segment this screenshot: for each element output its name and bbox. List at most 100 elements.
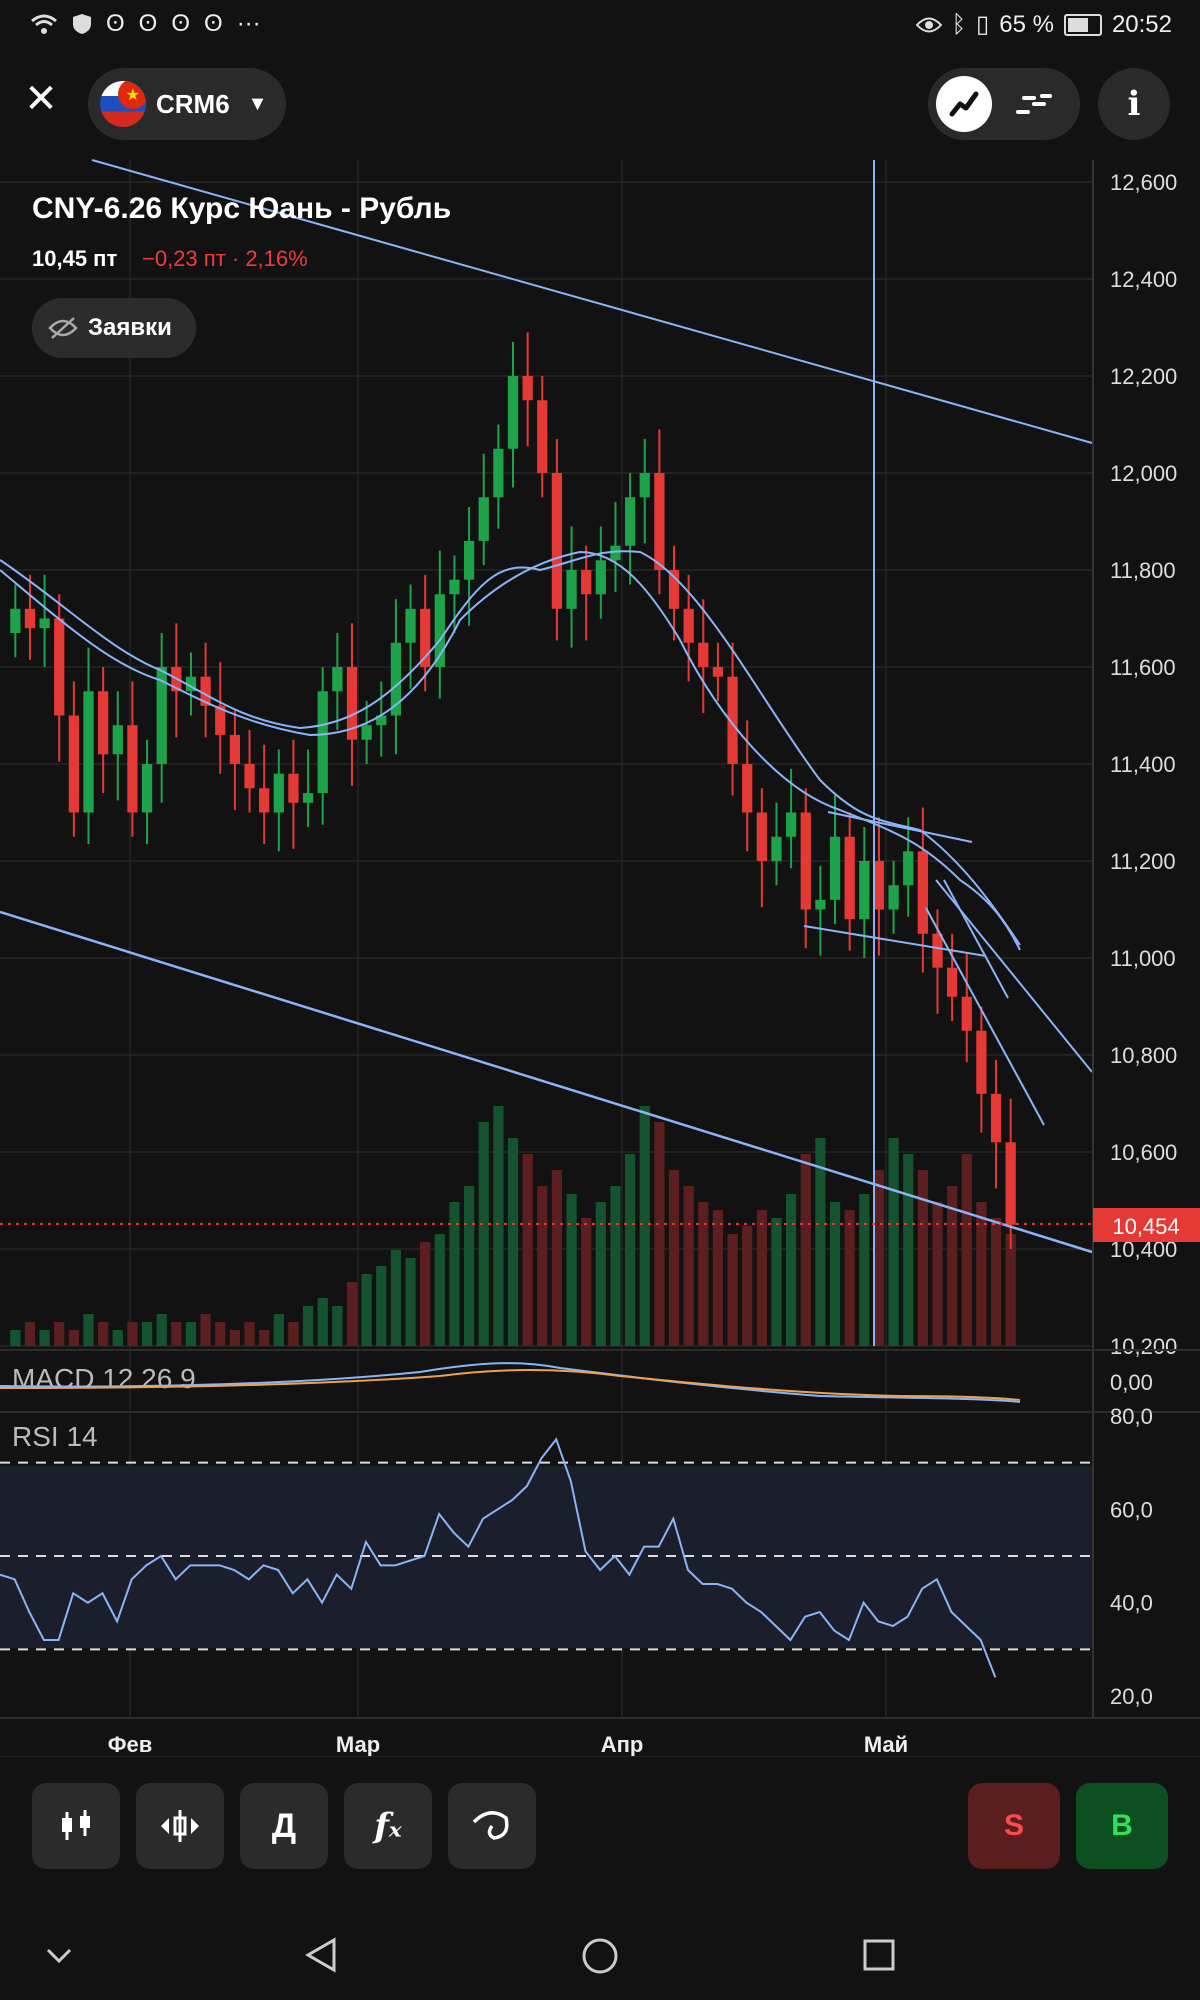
volume-bar (24, 1322, 36, 1346)
candle-body (903, 851, 914, 886)
info-button[interactable]: i (1098, 68, 1170, 140)
close-button[interactable]: ✕ (18, 76, 64, 122)
recents-icon[interactable] (862, 1938, 896, 1972)
volume-bar (859, 1194, 870, 1346)
indicators-button[interactable]: fₓ (344, 1783, 432, 1869)
buy-button[interactable]: B (1076, 1783, 1168, 1869)
home-icon[interactable] (580, 1936, 620, 1976)
x-axis-labels: Фев Мар Апр Май (108, 1732, 908, 1756)
volume-bar (566, 1194, 577, 1346)
candle-body (478, 497, 489, 541)
volume-bar (185, 1322, 197, 1346)
candle-body (215, 705, 226, 735)
flag-icon: ★ (100, 81, 146, 127)
candle-body (463, 540, 475, 580)
volume-bar (932, 1202, 943, 1346)
candle-body (390, 642, 402, 716)
volume-bar (361, 1274, 372, 1346)
rsi-ticks: 80,0 60,0 40,0 20,0 (1110, 1404, 1153, 1709)
channel-top (827, 811, 973, 843)
system-nav-bar (0, 1920, 1200, 2000)
rsi-tick-label: 20,0 (1110, 1684, 1153, 1709)
candle-body (10, 608, 21, 634)
candle-body (317, 691, 328, 794)
candle-body (624, 497, 636, 546)
chart-toolbar: Д fₓ S B (0, 1756, 1200, 1877)
volume-bar (990, 1218, 1002, 1346)
clock: 20:52 (1111, 10, 1172, 38)
volume-bar (68, 1330, 79, 1346)
volume-bar (39, 1330, 50, 1346)
volume-bar (376, 1266, 387, 1346)
draw-tools-button[interactable] (448, 1783, 536, 1869)
candle-body (346, 667, 358, 740)
draw-tool-icon (472, 1811, 509, 1840)
y-tick-label: 12,200 (1110, 364, 1177, 389)
candle-body (376, 715, 387, 726)
candle-body (405, 608, 416, 643)
volume-bar (141, 1322, 153, 1346)
orders-toggle-button[interactable]: Заявки (32, 298, 196, 358)
y-tick-label: 10,200 (1110, 1334, 1177, 1359)
volume-bar (844, 1210, 855, 1346)
candle-body (976, 1030, 987, 1094)
volume-bar (829, 1202, 841, 1346)
volume-bar (800, 1154, 811, 1346)
moving-average-fast (0, 550, 1021, 946)
volume-bar (888, 1138, 899, 1346)
y-tick-label: 11,000 (1110, 946, 1176, 971)
candle-body (98, 691, 109, 755)
trend-lines (0, 159, 1093, 1346)
chevron-down-icon[interactable] (44, 1946, 74, 1966)
volume-bar (771, 1218, 782, 1346)
eye-off-icon (48, 317, 78, 339)
rsi-tick-label: 80,0 (1110, 1404, 1153, 1429)
last-price-label: 10,454 (1112, 1214, 1179, 1239)
volume-bar (903, 1154, 914, 1346)
dashed-chart-view-icon[interactable] (1014, 86, 1054, 122)
price-chart[interactable]: 12,600 12,400 12,200 12,000 11,800 11,600 11,4… (0, 150, 1200, 1756)
candle-body (449, 579, 460, 595)
back-icon[interactable] (304, 1936, 338, 1974)
candle-body (932, 933, 943, 968)
candle-body (990, 1093, 1002, 1143)
line-chart-view-button[interactable] (936, 76, 992, 132)
volume-bar (1005, 1234, 1016, 1346)
volume-bar (83, 1314, 94, 1346)
candle-body (361, 725, 372, 740)
candles-button[interactable] (32, 1783, 120, 1869)
volume-bar (156, 1314, 167, 1346)
battery-icon (1063, 13, 1102, 36)
volume-bar (200, 1314, 211, 1346)
volume-bar (624, 1154, 636, 1346)
volume-bar (595, 1202, 606, 1346)
volume-bar (332, 1306, 343, 1346)
x-tick-label: Мар (336, 1732, 380, 1756)
drawing-button[interactable]: Д (240, 1783, 328, 1869)
candle-body (917, 851, 928, 934)
candle-body (859, 861, 870, 920)
candle-body (507, 376, 519, 449)
volume-bar (10, 1330, 21, 1346)
top-bar: ✕ ★ CRM6 ▼ i (0, 60, 1200, 150)
y-tick-label: 12,600 (1110, 170, 1177, 195)
y-tick-label: 11,800 (1110, 558, 1176, 583)
candle-body (888, 885, 899, 910)
volume-bar (493, 1106, 504, 1346)
macd-line (0, 1362, 1021, 1403)
candles-icon (62, 1810, 90, 1840)
volume-bar (302, 1306, 314, 1346)
candle-body (68, 715, 79, 813)
candle-body (141, 764, 153, 813)
candle-body (302, 793, 314, 803)
x-tick-label: Апр (601, 1732, 644, 1756)
ticker-selector[interactable]: ★ CRM6 ▼ (88, 68, 286, 140)
y-tick-label: 10,600 (1110, 1140, 1177, 1165)
sell-button[interactable]: S (968, 1783, 1060, 1869)
volume-bar (405, 1258, 416, 1346)
compare-button[interactable] (136, 1783, 224, 1869)
candle-body (259, 788, 270, 813)
chart-view-toggle[interactable] (928, 68, 1080, 140)
macd-title: MACD 12 26 9 (12, 1363, 196, 1394)
rsi-title: RSI 14 (12, 1421, 98, 1452)
